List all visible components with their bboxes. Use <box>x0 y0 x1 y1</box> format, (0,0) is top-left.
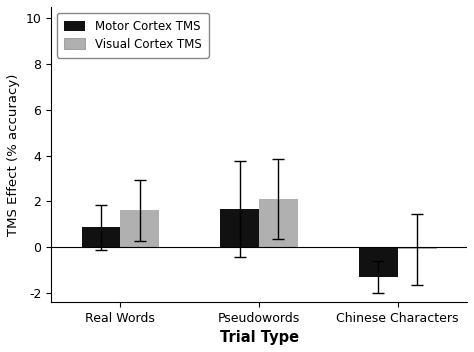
Bar <box>398 247 437 249</box>
Legend: Motor Cortex TMS, Visual Cortex TMS: Motor Cortex TMS, Visual Cortex TMS <box>57 13 209 58</box>
Bar <box>259 199 298 247</box>
Bar <box>359 247 398 277</box>
X-axis label: Trial Type: Trial Type <box>219 330 299 345</box>
Y-axis label: TMS Effect (% accuracy): TMS Effect (% accuracy) <box>7 73 20 235</box>
Bar <box>220 209 259 247</box>
Bar <box>120 210 159 247</box>
Bar <box>82 227 120 247</box>
